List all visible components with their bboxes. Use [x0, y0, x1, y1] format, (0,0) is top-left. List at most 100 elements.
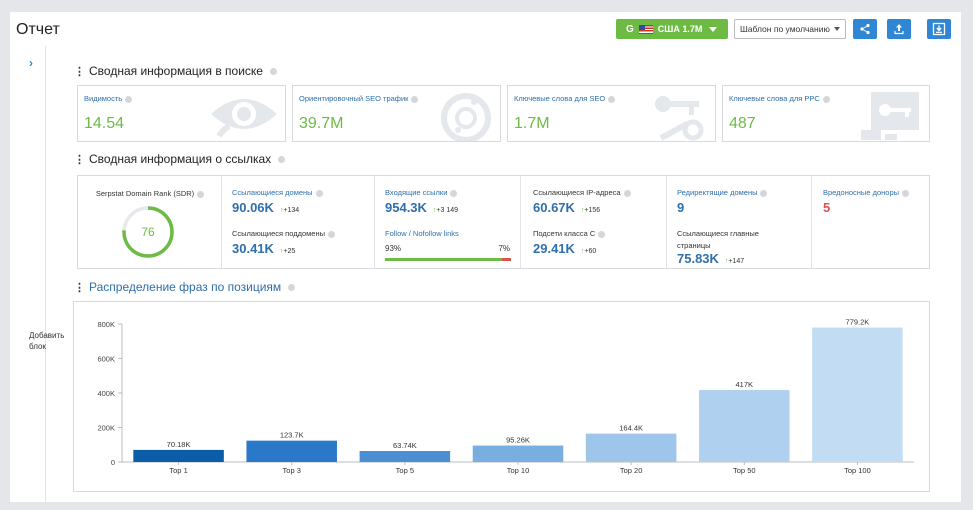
x-tick-label: Top 1 [169, 466, 187, 475]
info-icon[interactable] [197, 190, 205, 198]
subnets-value: 29.41K ↑+60 [533, 241, 597, 256]
bar-value-label: 164.4K [619, 424, 643, 433]
upload-button[interactable] [887, 19, 911, 39]
ppc-keywords-card: Ключевые слова для PPC 487 [722, 85, 930, 142]
bar-top-1 [133, 449, 224, 462]
malicious-value: 5 [823, 200, 831, 215]
info-icon[interactable] [598, 230, 606, 238]
seo-traffic-label: Ориентировочный SEO трафик [299, 94, 419, 103]
info-icon[interactable] [278, 155, 286, 163]
sdr-gauge: 76 [122, 206, 174, 258]
bar-value-label: 123.7K [280, 431, 304, 440]
report-page: Отчет G США 1.7M Шаблон по умолчанию [10, 12, 961, 502]
main-pages-label: Ссылающиеся главные страницы [677, 229, 759, 250]
chevron-down-icon [709, 26, 718, 32]
upload-icon [894, 24, 904, 35]
info-icon[interactable] [328, 230, 336, 238]
positions-bar-chart: 0 200K 400K 600K 800K 70.18K Top 1 123.7K Top 3 6… [97, 318, 914, 475]
info-icon[interactable] [269, 67, 277, 75]
nofollow-pct: 7% [498, 244, 510, 253]
info-icon[interactable] [760, 189, 768, 197]
links-summary-title: ⋮ Сводная информация о ссылках [74, 152, 286, 166]
redirect-column: Редиректящие домены 9 Ссылающиеся главны… [667, 176, 812, 268]
sdr-label: Serpstat Domain Rank (SDR) [78, 189, 222, 198]
info-icon[interactable] [125, 95, 133, 103]
bar-value-label: 63.74K [393, 441, 417, 450]
x-tick-label: Top 20 [620, 466, 643, 475]
traffic-icon [441, 93, 491, 141]
ref-domains-label[interactable]: Ссылающиеся домены [232, 188, 323, 197]
main-pages-value: 75.83K ↑+147 [677, 251, 745, 266]
backlinks-column: Входящие ссылки 954.3K ↑+3 149 Follow / N… [375, 176, 521, 268]
info-icon[interactable] [450, 189, 458, 197]
bar-top-50 [699, 390, 790, 462]
x-tick-label: Top 10 [507, 466, 530, 475]
redirect-label[interactable]: Редиректящие домены [677, 188, 768, 197]
google-icon: G [626, 23, 634, 35]
add-block-sidebar[interactable]: › Добавить блок [25, 46, 65, 502]
download-icon [932, 22, 946, 36]
bar-top-3 [246, 440, 337, 462]
y-tick-label: 0 [111, 458, 115, 467]
bar-value-label: 779.2K [846, 318, 870, 327]
drag-handle-icon[interactable]: ⋮ [74, 281, 85, 294]
subnets-label: Подсети класса С [533, 229, 606, 238]
info-icon[interactable] [315, 189, 323, 197]
info-icon[interactable] [608, 95, 616, 103]
visibility-label: Видимость [84, 94, 133, 103]
ip-value: 60.67K ↑+156 [533, 200, 601, 215]
keys-icon [655, 96, 704, 141]
bar-value-label: 417K [736, 380, 754, 389]
chevron-right-icon[interactable]: › [29, 56, 33, 70]
seo-keywords-value: 1.7M [514, 115, 550, 132]
follow-nofollow-label[interactable]: Follow / Nofollow links [385, 229, 459, 238]
bar-top-100 [812, 327, 903, 462]
seo-keywords-card: Ключевые слова для SEO 1.7M [507, 85, 716, 142]
ip-column: Ссылающиеся IP-адреса 60.67K ↑+156 Подсет… [521, 176, 667, 268]
ip-label: Ссылающиеся IP-адреса [533, 188, 631, 197]
visibility-card: Видимость 14.54 [77, 85, 286, 142]
eye-icon [211, 99, 277, 138]
ref-subdomains-value: 30.41K ↑+25 [232, 241, 296, 256]
bar-top-5 [359, 451, 451, 462]
redirect-value: 9 [677, 200, 685, 215]
links-summary-panel: Serpstat Domain Rank (SDR) 76 Ссылающиес… [77, 175, 930, 269]
drag-handle-icon[interactable]: ⋮ [74, 65, 85, 78]
ref-domains-value: 90.06K ↑+134 [232, 200, 300, 215]
y-tick-label: 800K [97, 320, 115, 329]
info-icon[interactable] [623, 189, 631, 197]
info-icon[interactable] [411, 95, 419, 103]
bar-value-label: 95.26K [506, 436, 530, 445]
download-button[interactable] [927, 19, 951, 39]
info-icon[interactable] [822, 95, 830, 103]
add-block-label: Добавить блок [29, 331, 65, 351]
backlinks-value: 954.3K ↑+3 149 [385, 200, 459, 215]
info-icon[interactable] [902, 189, 909, 197]
page-title: Отчет [16, 21, 60, 38]
x-tick-label: Top 50 [733, 466, 756, 475]
share-button[interactable] [853, 19, 877, 39]
sdr-column: Serpstat Domain Rank (SDR) 76 [78, 176, 222, 268]
share-icon [860, 23, 870, 35]
backlinks-label[interactable]: Входящие ссылки [385, 188, 458, 197]
ref-domains-column: Ссылающиеся домены 90.06K ↑+134 Ссылающие… [222, 176, 375, 268]
seo-traffic-card: Ориентировочный SEO трафик 39.7M [292, 85, 501, 142]
malicious-column: Вредоносные доноры 5 [812, 176, 929, 268]
x-tick-label: Top 5 [396, 466, 414, 475]
positions-chart: 0 200K 400K 600K 800K 70.18K Top 1 123.7K Top 3 6… [73, 301, 930, 492]
bar-top-20 [585, 433, 677, 462]
template-select[interactable]: Шаблон по умолчанию [734, 19, 846, 39]
visibility-value: 14.54 [84, 115, 125, 132]
region-label: США 1.7M [657, 24, 703, 34]
ppc-key-icon [861, 92, 919, 140]
ppc-keywords-value: 487 [729, 115, 756, 132]
x-tick-label: Top 3 [283, 466, 301, 475]
drag-handle-icon[interactable]: ⋮ [74, 153, 85, 166]
sdr-value: 76 [141, 225, 155, 239]
malicious-label[interactable]: Вредоносные доноры [823, 188, 909, 197]
info-icon[interactable] [288, 283, 296, 291]
region-button[interactable]: G США 1.7M [616, 19, 728, 39]
follow-pct: 93% [385, 244, 402, 253]
seo-traffic-value: 39.7M [299, 115, 344, 132]
positions-title: ⋮ Распределение фраз по позициям [74, 280, 296, 294]
